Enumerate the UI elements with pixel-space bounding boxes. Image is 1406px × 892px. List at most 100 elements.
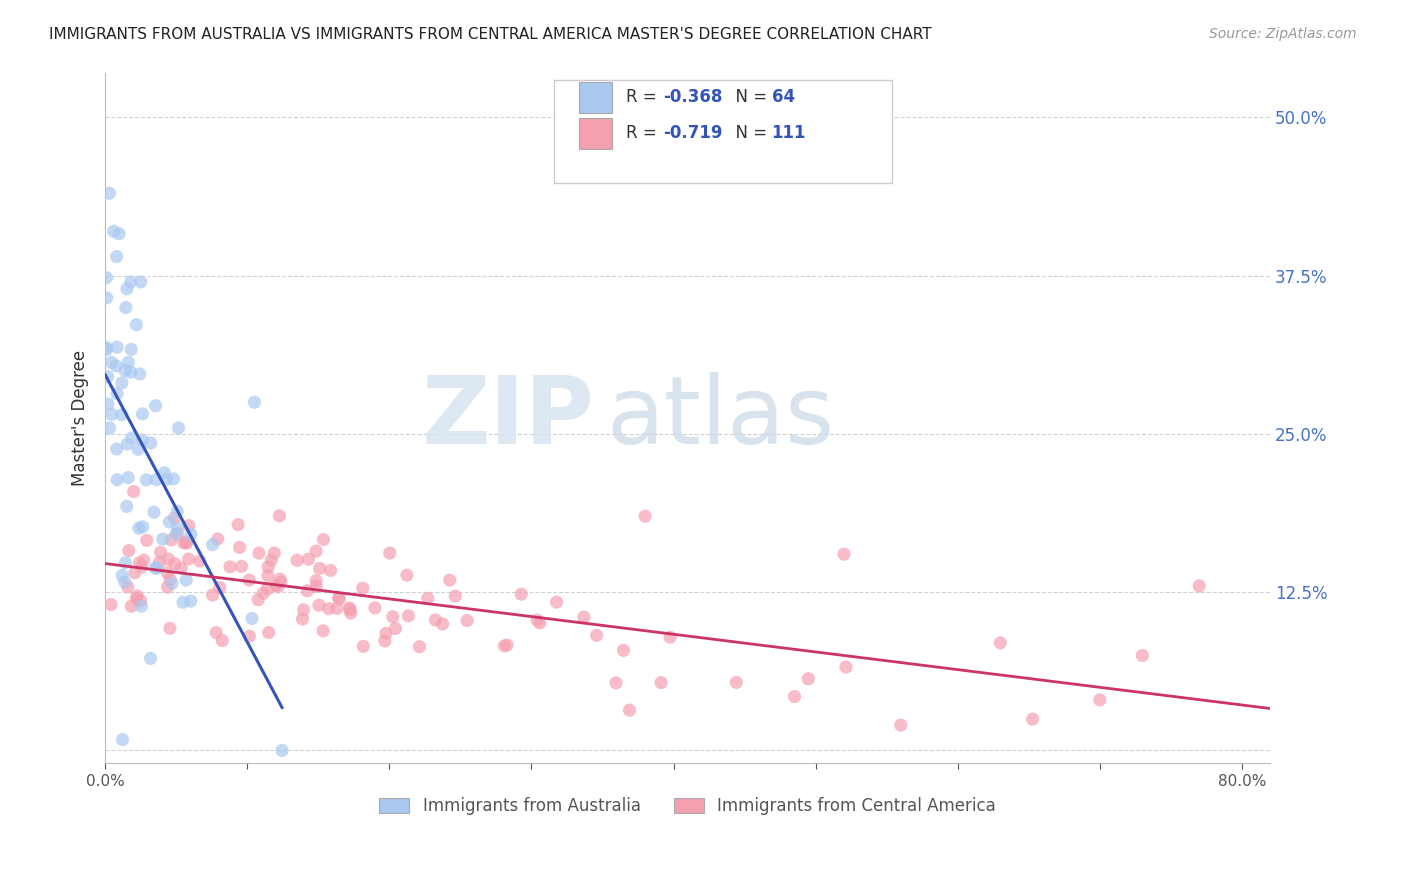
Point: [128, 367, 150, 381]
Point: [247, 592, 270, 607]
Point: [159, 573, 181, 587]
Point: [1088, 693, 1111, 707]
Point: [152, 532, 174, 546]
Point: [207, 532, 229, 546]
Point: [149, 545, 172, 559]
Point: [105, 386, 128, 401]
Point: [97, 397, 120, 411]
Point: [263, 546, 285, 560]
Point: [127, 442, 149, 457]
Point: [408, 640, 430, 654]
Point: [111, 408, 134, 422]
Point: [375, 626, 398, 640]
Point: [339, 606, 361, 620]
Point: [659, 630, 682, 644]
Point: [305, 544, 328, 558]
Point: [797, 672, 820, 686]
Point: [117, 355, 139, 369]
Point: [120, 365, 142, 379]
Point: [111, 568, 134, 582]
Text: 111: 111: [772, 124, 806, 143]
Point: [125, 318, 148, 332]
Point: [121, 431, 143, 445]
Point: [139, 651, 162, 665]
Point: [173, 536, 195, 550]
Point: [205, 625, 228, 640]
Point: [269, 572, 291, 586]
Point: [243, 395, 266, 409]
Point: [96, 343, 118, 357]
Point: [103, 224, 125, 238]
Point: [166, 521, 188, 535]
Point: [117, 470, 139, 484]
Point: [188, 554, 211, 568]
Point: [100, 598, 122, 612]
Point: [226, 517, 249, 532]
Point: [163, 511, 186, 525]
Point: [328, 591, 350, 606]
Point: [114, 575, 136, 590]
Point: [374, 634, 396, 648]
Point: [381, 609, 404, 624]
Point: [783, 690, 806, 704]
Point: [176, 536, 198, 550]
Point: [305, 579, 328, 593]
Point: [890, 718, 912, 732]
Text: R =: R =: [626, 124, 662, 143]
Point: [135, 533, 157, 548]
Point: [129, 593, 152, 607]
Point: [1021, 712, 1043, 726]
Point: [318, 601, 340, 615]
Text: -0.719: -0.719: [664, 124, 723, 143]
Point: [297, 552, 319, 566]
Legend: Immigrants from Australia, Immigrants from Central America: Immigrants from Australia, Immigrants fr…: [371, 789, 1004, 824]
Point: [115, 437, 138, 451]
Point: [339, 601, 361, 615]
Point: [166, 526, 188, 541]
Point: [219, 559, 242, 574]
Point: [165, 527, 187, 541]
Point: [117, 580, 139, 594]
Point: [988, 636, 1011, 650]
Point: [174, 573, 197, 587]
Point: [139, 436, 162, 450]
Point: [111, 376, 134, 390]
Point: [97, 369, 120, 384]
Point: [526, 613, 548, 627]
Point: [247, 546, 270, 560]
Point: [131, 433, 153, 447]
Point: [297, 583, 319, 598]
Point: [115, 301, 138, 315]
Point: [124, 566, 146, 580]
Point: [267, 580, 290, 594]
Point: [128, 521, 150, 535]
Point: [619, 703, 641, 717]
Point: [180, 527, 202, 541]
Point: [105, 442, 128, 456]
Point: [292, 603, 315, 617]
Point: [510, 587, 533, 601]
Point: [529, 615, 551, 630]
Point: [308, 561, 330, 575]
Point: [264, 578, 287, 592]
Point: [319, 564, 342, 578]
Point: [127, 589, 149, 603]
Point: [96, 341, 118, 355]
Point: [98, 186, 121, 201]
FancyBboxPatch shape: [579, 118, 612, 149]
Point: [378, 546, 401, 560]
Point: [425, 613, 447, 627]
Point: [105, 359, 128, 373]
Point: [252, 586, 274, 600]
Point: [256, 568, 278, 582]
Point: [585, 628, 607, 642]
Point: [132, 553, 155, 567]
Point: [270, 574, 292, 589]
Point: [120, 343, 142, 357]
Point: [231, 559, 253, 574]
Point: [115, 500, 138, 514]
FancyBboxPatch shape: [554, 80, 891, 184]
Point: [145, 399, 167, 413]
Point: [260, 553, 283, 567]
Point: [395, 568, 418, 582]
